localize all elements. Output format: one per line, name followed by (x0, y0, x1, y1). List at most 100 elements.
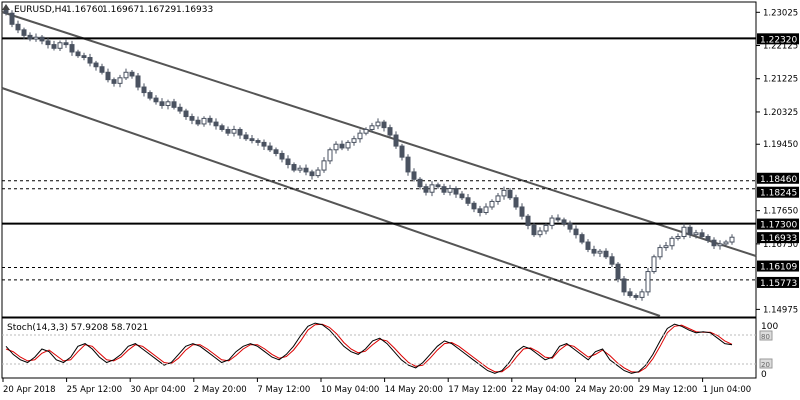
candle-body (465, 197, 471, 204)
candle-body (399, 145, 405, 158)
candle-body (609, 256, 615, 265)
candle-body (51, 44, 57, 49)
level-tag-bg (757, 33, 799, 45)
candle-body (225, 128, 231, 134)
collapse-triangle-icon[interactable] (2, 4, 10, 10)
candle-body (93, 62, 99, 68)
candle-body (597, 250, 603, 254)
time-tick-label: 22 May 04:00 (512, 385, 570, 395)
candle-body (513, 197, 519, 208)
candle-body (729, 236, 735, 243)
time-tick-label: 10 May 04:00 (321, 385, 379, 395)
candle-body (9, 12, 15, 25)
candle-body (633, 295, 639, 298)
candle-body (561, 219, 567, 225)
candle-body (351, 138, 357, 143)
candle-body (177, 106, 183, 112)
price-tick-label: 1.23025 (763, 8, 798, 18)
candle-body (603, 250, 609, 258)
candle-body (147, 92, 153, 99)
candle-body (639, 291, 645, 298)
candle-body (501, 189, 507, 197)
stochastic-lines (5, 322, 733, 374)
candle-body (285, 158, 291, 166)
candle-body (3, 9, 9, 14)
time-tick-label: 14 May 20:00 (385, 385, 443, 395)
candle-body (261, 141, 267, 147)
candle-body (165, 101, 171, 106)
candle-body (393, 134, 399, 147)
main-chart-frame (1, 1, 757, 318)
candle-body (405, 156, 411, 173)
candle-body (195, 119, 201, 125)
candle-body (207, 117, 213, 123)
candle-body (141, 86, 147, 94)
candle-body (663, 245, 669, 249)
candle-body (615, 263, 621, 280)
candle-body (507, 189, 513, 199)
candle-body (723, 241, 729, 245)
time-tick-label: 2 May 20:00 (194, 385, 247, 395)
level-tag-value: 1.18460 (760, 175, 797, 185)
current-price-tag-bg (757, 232, 799, 244)
candle-body (657, 247, 663, 258)
price-tick-label: 1.17650 (763, 207, 798, 217)
channel-upper-trendline[interactable] (1, 11, 757, 257)
time-tick-label: 1 Jun 04:00 (703, 385, 752, 395)
time-tick-label: 25 Apr 12:00 (67, 385, 122, 395)
candle-body (387, 127, 393, 136)
candle-body (159, 101, 165, 106)
symbol-timeframe-label: EURUSD,H4 (14, 5, 67, 15)
candle-body (219, 125, 225, 130)
candle-body (429, 184, 435, 193)
candle-body (567, 223, 573, 230)
candle-body (291, 164, 297, 171)
candle-body (417, 178, 423, 188)
candle-body (645, 271, 651, 293)
candle-body (237, 128, 243, 136)
candle-body (459, 193, 465, 199)
price-tick-label: 1.19450 (763, 140, 798, 150)
candle-body (171, 101, 177, 108)
candle-body (717, 243, 723, 247)
candle-body (489, 200, 495, 208)
candle-body (669, 237, 675, 247)
candle-body (57, 42, 63, 49)
level-tag-value: 1.15773 (760, 279, 797, 289)
candle-body (477, 208, 483, 214)
candle-body (255, 140, 261, 143)
ohlc-low-value: 1.16729 (139, 5, 176, 15)
candle-body (441, 186, 447, 193)
candle-body (543, 224, 549, 232)
candle-body (303, 167, 309, 173)
candle-body (519, 206, 525, 217)
candle-body (111, 79, 117, 84)
candle-body (135, 75, 141, 88)
candle-body (81, 55, 87, 59)
candle-body (321, 160, 327, 171)
candle-body (99, 66, 105, 73)
level-tag-bg (757, 218, 799, 230)
candle-body (579, 234, 585, 243)
candle-body (699, 232, 705, 238)
price-tick-label: 1.16750 (763, 240, 798, 250)
level-tag-bg (757, 172, 799, 184)
channel-lower-trendline[interactable] (1, 87, 661, 317)
candle-body (369, 125, 375, 130)
stoch-level-0: 0 (761, 370, 767, 380)
candle-body (75, 51, 81, 57)
time-tick-label: 7 May 12:00 (257, 385, 310, 395)
candle-body (333, 143, 339, 151)
candle-body (183, 110, 189, 118)
candle-body (39, 36, 45, 42)
candle-body (585, 241, 591, 250)
stoch-level-20-tag (759, 358, 773, 369)
candle-body (249, 138, 255, 142)
candle-body (45, 40, 51, 46)
stoch-level-80-tag (759, 330, 773, 341)
time-tick-label: 30 Apr 04:00 (130, 385, 185, 395)
candlesticks (3, 8, 735, 301)
candle-body (15, 23, 21, 31)
